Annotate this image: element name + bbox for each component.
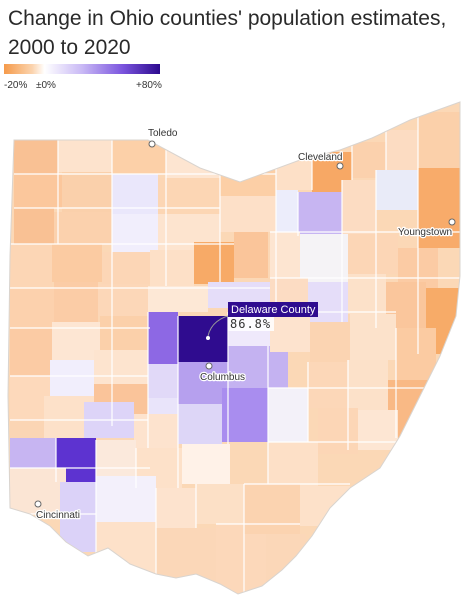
county	[54, 282, 98, 322]
county	[14, 174, 62, 208]
city-label-cincinnati: Cincinnati	[36, 510, 80, 521]
county	[396, 328, 436, 380]
city-label-youngstown: Youngstown	[398, 227, 452, 238]
county	[266, 534, 306, 584]
county	[94, 350, 148, 384]
county-fills	[8, 102, 460, 594]
county	[300, 486, 350, 526]
county	[342, 180, 376, 234]
county	[148, 312, 178, 364]
county	[222, 388, 268, 442]
county	[376, 170, 418, 210]
county	[268, 388, 308, 442]
callout-value-label: 86.8%	[230, 317, 271, 331]
county	[62, 172, 112, 212]
city-label-cleveland: Cleveland	[298, 152, 342, 163]
youngstown-marker: Youngstown	[397, 218, 456, 239]
legend: -20% ±0% +80%	[4, 64, 162, 94]
county	[10, 288, 54, 328]
cleveland-marker: Cleveland	[297, 151, 344, 170]
county	[348, 360, 388, 410]
county-medina	[298, 192, 342, 234]
county	[112, 214, 158, 252]
county	[158, 178, 220, 214]
county	[244, 484, 300, 534]
county	[418, 112, 460, 168]
county	[98, 284, 148, 316]
county	[182, 444, 230, 484]
columbus-marker: Columbus	[199, 362, 246, 384]
county	[52, 244, 102, 282]
county	[96, 522, 156, 582]
county	[196, 484, 244, 524]
county	[348, 234, 398, 274]
county	[112, 140, 166, 174]
county	[14, 140, 58, 174]
callout-county-label: Delaware County	[231, 304, 316, 316]
legend-mid-label: ±0%	[36, 80, 56, 91]
county	[14, 208, 54, 244]
county	[318, 408, 358, 454]
county	[96, 476, 156, 522]
chart-title: Change in Ohio counties' population esti…	[8, 7, 447, 59]
county	[112, 174, 158, 214]
legend-labels: -20% ±0% +80%	[4, 80, 162, 94]
city-label-toledo: Toledo	[148, 128, 178, 139]
callout-value-box	[228, 317, 274, 331]
county	[134, 414, 178, 448]
county	[270, 312, 310, 352]
county-borders	[10, 112, 460, 594]
county	[10, 328, 52, 376]
legend-color-bar	[4, 64, 160, 74]
county	[58, 140, 112, 172]
county	[102, 252, 150, 284]
county	[148, 364, 178, 398]
county	[234, 232, 268, 278]
county	[220, 196, 276, 232]
county	[310, 322, 350, 362]
county	[268, 442, 318, 486]
county	[276, 190, 298, 232]
county	[54, 212, 112, 244]
county-franklin	[178, 362, 228, 404]
county	[270, 232, 300, 278]
county	[156, 488, 196, 528]
county	[150, 250, 194, 286]
county	[308, 362, 348, 408]
city-label-columbus: Columbus	[200, 372, 245, 383]
county	[60, 482, 96, 552]
toledo-marker: Toledo	[147, 127, 179, 148]
delaware-callout: Delaware County 86.8%	[206, 302, 318, 340]
county	[96, 440, 136, 476]
county	[50, 360, 94, 396]
county	[228, 346, 288, 388]
county	[348, 274, 386, 314]
county	[100, 316, 148, 350]
county-delaware	[178, 316, 228, 362]
county	[386, 130, 418, 170]
county	[358, 410, 398, 450]
city-markers: Toledo Cleveland Youngstown Columbus Cin…	[34, 127, 456, 522]
legend-max-label: +80%	[136, 80, 162, 91]
county	[300, 234, 348, 282]
county	[10, 376, 50, 420]
county	[10, 438, 56, 468]
county	[350, 314, 396, 360]
legend-min-label: -20%	[4, 80, 28, 91]
county-mahoning	[418, 168, 460, 248]
county	[194, 242, 234, 284]
ohio-county-map: Toledo Cleveland Youngstown Columbus Cin…	[7, 101, 461, 595]
county	[10, 244, 52, 288]
county	[276, 160, 316, 190]
county	[216, 524, 266, 594]
county	[148, 286, 208, 312]
callout-label-box	[228, 302, 318, 317]
cincinnati-marker: Cincinnati	[34, 500, 81, 522]
callout-dot	[206, 336, 210, 340]
ohio-outline	[7, 101, 461, 595]
county	[178, 404, 222, 444]
